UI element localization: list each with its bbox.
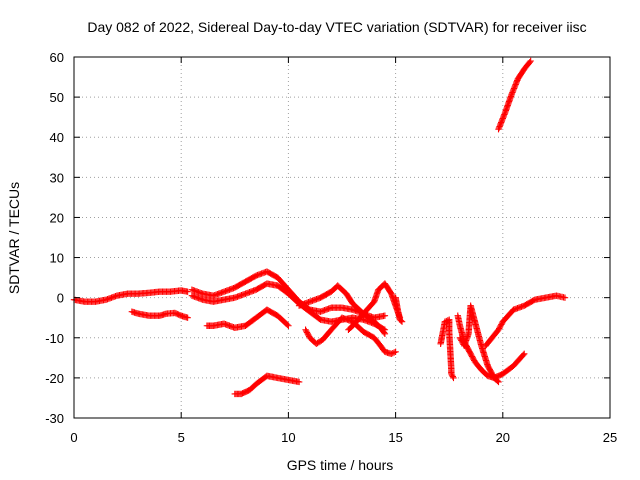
series-arc-4	[188, 280, 389, 333]
series-arc-14	[482, 292, 569, 349]
data-point-fill	[380, 329, 388, 336]
data-point-fill	[520, 351, 527, 359]
y-tick-label: -10	[45, 331, 64, 346]
data-point-fill	[284, 321, 291, 328]
x-tick-label: 25	[603, 430, 617, 445]
series-arc-11	[437, 316, 457, 382]
y-axis-label: SDTVAR / TECUs	[6, 182, 22, 294]
x-tick-label: 0	[70, 430, 77, 445]
series-arc-5	[203, 306, 292, 331]
y-tick-label: 10	[50, 251, 64, 266]
data-point	[521, 350, 528, 358]
grid-layer	[74, 57, 610, 418]
data-point	[184, 288, 191, 295]
series-arc-10	[392, 294, 406, 325]
data-point	[388, 350, 395, 358]
data-point-fill	[526, 58, 533, 66]
y-tick-label: 0	[57, 291, 64, 306]
data-points	[70, 57, 569, 398]
data-point	[285, 322, 292, 329]
data-point	[392, 348, 399, 356]
y-tick-label: 50	[50, 90, 64, 105]
x-axis-label: GPS time / hours	[287, 457, 394, 473]
chart-title: Day 082 of 2022, Sidereal Day-to-day VTE…	[87, 19, 586, 35]
x-tick-label: 15	[388, 430, 402, 445]
y-tick-label: -30	[45, 411, 64, 426]
y-tick-label: 20	[50, 210, 64, 225]
data-point-fill	[389, 349, 396, 357]
x-tick-label: 10	[281, 430, 295, 445]
tick-layer: 0 5 10 15 20 25 -30 -20 -10 0 10 20 30 40 50 60	[45, 50, 617, 445]
y-tick-label: 30	[50, 170, 64, 185]
plot-frame	[73, 56, 611, 419]
y-tick-label: 40	[50, 130, 64, 145]
data-point-fill	[390, 349, 398, 356]
data-point	[527, 57, 534, 65]
data-point	[381, 312, 389, 319]
data-point-fill	[449, 373, 456, 380]
data-point	[295, 378, 303, 386]
series-arc-8	[302, 314, 399, 358]
y-tick-label: 60	[50, 50, 64, 65]
series-arc-6	[231, 372, 303, 398]
x-tick-label: 5	[178, 430, 185, 445]
x-tick-label: 20	[496, 430, 510, 445]
series-arc-7	[295, 282, 389, 337]
series-arc-1	[70, 287, 191, 305]
data-point-fill	[494, 377, 501, 385]
series-arc-2	[128, 308, 191, 321]
data-point	[184, 314, 191, 321]
data-point-fill	[397, 317, 405, 324]
data-point	[398, 318, 406, 325]
data-point	[495, 378, 502, 386]
series-arc-13	[456, 302, 502, 386]
data-point	[561, 294, 569, 301]
data-point	[381, 330, 389, 337]
data-point	[441, 318, 449, 325]
data-point	[450, 374, 457, 382]
series-arc-15	[495, 57, 534, 133]
y-tick-label: -20	[45, 371, 64, 386]
